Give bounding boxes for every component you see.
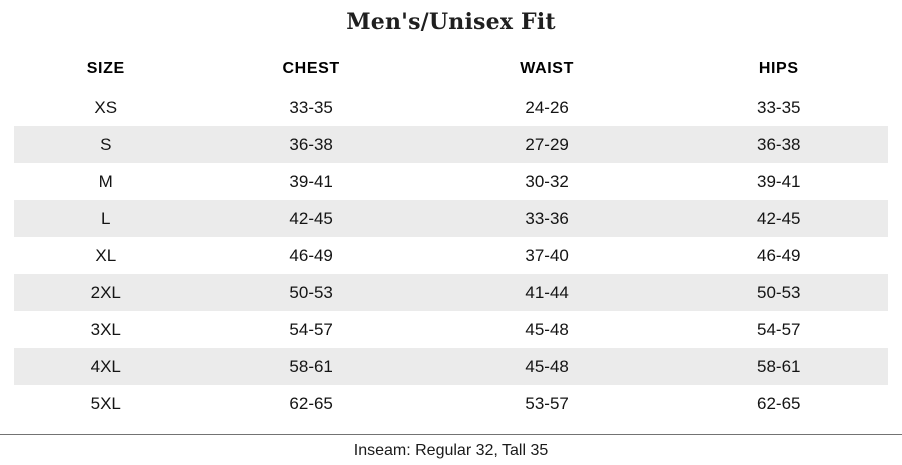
table-cell: 36-38 [289, 134, 333, 154]
column-header: CHEST [282, 59, 340, 77]
table-row: 2XL 50-53 41-44 50-53 [14, 274, 888, 311]
table-row: 3XL 54-57 45-48 54-57 [14, 311, 888, 348]
column-header: WAIST [520, 59, 574, 77]
table-cell: 58-61 [289, 356, 333, 376]
table-cell: 54-57 [289, 319, 333, 339]
table-cell: 54-57 [757, 319, 801, 339]
table-row: XL 46-49 37-40 46-49 [14, 237, 888, 274]
table-cell: 3XL [90, 319, 121, 339]
footer-divider [0, 434, 902, 435]
inseam-note: Inseam: Regular 32, Tall 35 [353, 442, 549, 459]
header-row: SIZE CHEST WAIST HIPS [14, 48, 888, 89]
table-cell: XS [94, 97, 118, 117]
table-row: 5XL 62-65 53-57 62-65 [14, 385, 888, 422]
table-cell: 45-48 [525, 356, 569, 376]
table-cell: 62-65 [289, 393, 333, 413]
table-row: L 42-45 33-36 42-45 [14, 200, 888, 237]
table-cell: 45-48 [525, 319, 569, 339]
size-chart-table: SIZE CHEST WAIST HIPS XS 33-35 24-26 33-35 S 36-… [14, 48, 888, 422]
size-chart-body: XS 33-35 24-26 33-35 S 36-38 27-29 36-38 M 39-41 3… [14, 89, 888, 422]
table-cell: 27-29 [525, 134, 569, 154]
table-cell: 46-49 [289, 245, 333, 265]
table-cell: 5XL [90, 393, 121, 413]
table-cell: S [100, 134, 112, 154]
table-cell: 33-35 [757, 97, 801, 117]
table-cell: 46-49 [757, 245, 801, 265]
table-cell: 39-41 [757, 171, 801, 191]
column-header: SIZE [86, 59, 125, 77]
table-cell: XL [95, 245, 117, 265]
table-cell: 58-61 [757, 356, 801, 376]
table-cell: 62-65 [757, 393, 801, 413]
table-cell: 4XL [90, 356, 121, 376]
table-cell: 36-38 [757, 134, 801, 154]
table-cell: 42-45 [289, 208, 333, 228]
table-cell: 50-53 [289, 282, 333, 302]
table-cell: 42-45 [757, 208, 801, 228]
table-cell: 33-35 [289, 97, 333, 117]
table-cell: 33-36 [525, 208, 569, 228]
size-chart-header: SIZE CHEST WAIST HIPS [14, 48, 888, 89]
page-title: Men's/Unisex Fit [346, 9, 556, 35]
table-cell: 2XL [90, 282, 121, 302]
table-cell: 24-26 [525, 97, 569, 117]
table-row: 4XL 58-61 45-48 58-61 [14, 348, 888, 385]
table-cell: L [101, 208, 111, 228]
table-row: XS 33-35 24-26 33-35 [14, 89, 888, 126]
table-cell: 41-44 [525, 282, 569, 302]
table-row: M 39-41 30-32 39-41 [14, 163, 888, 200]
column-header: HIPS [758, 59, 799, 77]
table-cell: 53-57 [525, 393, 569, 413]
table-cell: 50-53 [757, 282, 801, 302]
table-row: S 36-38 27-29 36-38 [14, 126, 888, 163]
table-cell: 39-41 [289, 171, 333, 191]
table-cell: 30-32 [525, 171, 569, 191]
table-cell: 37-40 [525, 245, 569, 265]
table-cell: M [98, 171, 113, 191]
